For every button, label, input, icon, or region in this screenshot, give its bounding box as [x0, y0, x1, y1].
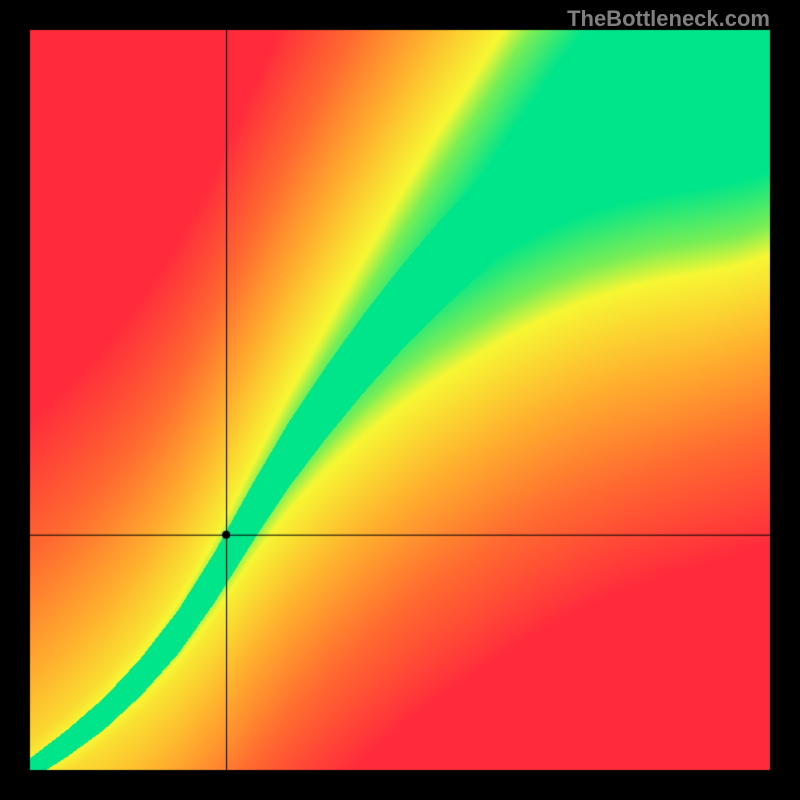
heatmap-canvas	[0, 0, 800, 800]
watermark-text: TheBottleneck.com	[567, 6, 770, 32]
chart-container: TheBottleneck.com	[0, 0, 800, 800]
